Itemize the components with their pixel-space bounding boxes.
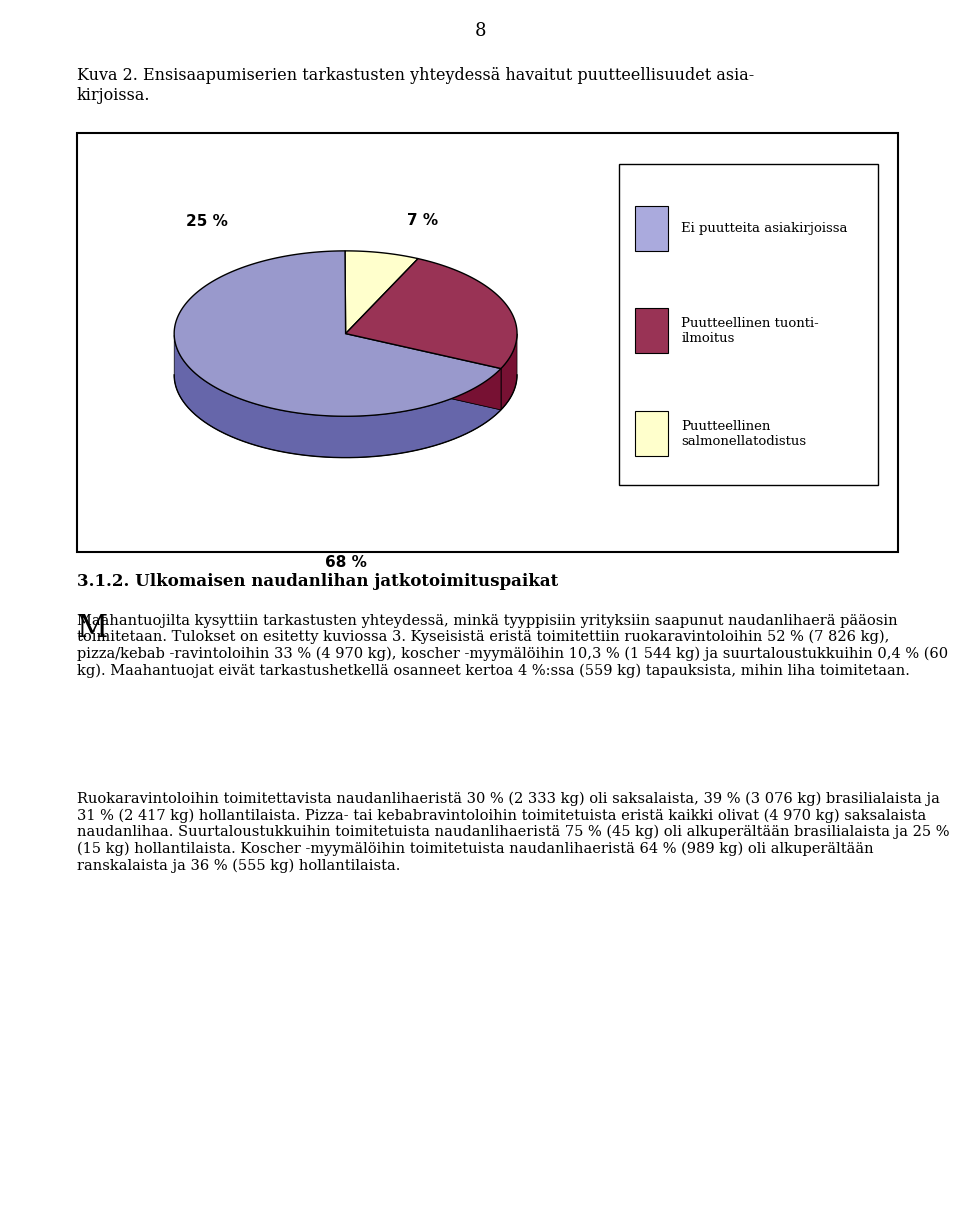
Polygon shape (174, 335, 501, 457)
Polygon shape (345, 251, 418, 334)
Text: Kuva 2. Ensisaapumiserien tarkastusten yhteydessä havaitut puutteellisuudet asia: Kuva 2. Ensisaapumiserien tarkastusten y… (77, 67, 754, 84)
Polygon shape (174, 251, 501, 416)
Text: Puutteellinen tuonti-
ilmoitus: Puutteellinen tuonti- ilmoitus (682, 317, 819, 344)
Text: M: M (77, 613, 108, 644)
Text: 8: 8 (474, 22, 486, 40)
Polygon shape (346, 334, 501, 410)
Text: 7 %: 7 % (407, 213, 438, 228)
Bar (635, 308, 668, 353)
Text: Ei puutteita asiakirjoissa: Ei puutteita asiakirjoissa (682, 222, 848, 234)
Bar (635, 205, 668, 251)
Text: 68 %: 68 % (324, 554, 367, 570)
Text: kirjoissa.: kirjoissa. (77, 87, 151, 104)
Polygon shape (346, 258, 517, 369)
Text: Puutteellinen
salmonellatodistus: Puutteellinen salmonellatodistus (682, 420, 806, 448)
Text: 25 %: 25 % (186, 213, 228, 229)
Polygon shape (501, 334, 517, 410)
Text: Maahantuojilta kysyttiin tarkastusten yhteydessä, minkä tyyppisiin yrityksiin sa: Maahantuojilta kysyttiin tarkastusten yh… (77, 614, 952, 678)
Bar (635, 411, 668, 456)
Text: 3.1.2. Ulkomaisen naudanlihan jatkotoimituspaikat: 3.1.2. Ulkomaisen naudanlihan jatkotoimi… (77, 573, 558, 590)
Polygon shape (346, 334, 501, 410)
Text: Ruokaravintoloihin toimitettavista naudanlihaeristä 30 % (2 333 kg) oli saksalai: Ruokaravintoloihin toimitettavista nauda… (77, 792, 949, 872)
